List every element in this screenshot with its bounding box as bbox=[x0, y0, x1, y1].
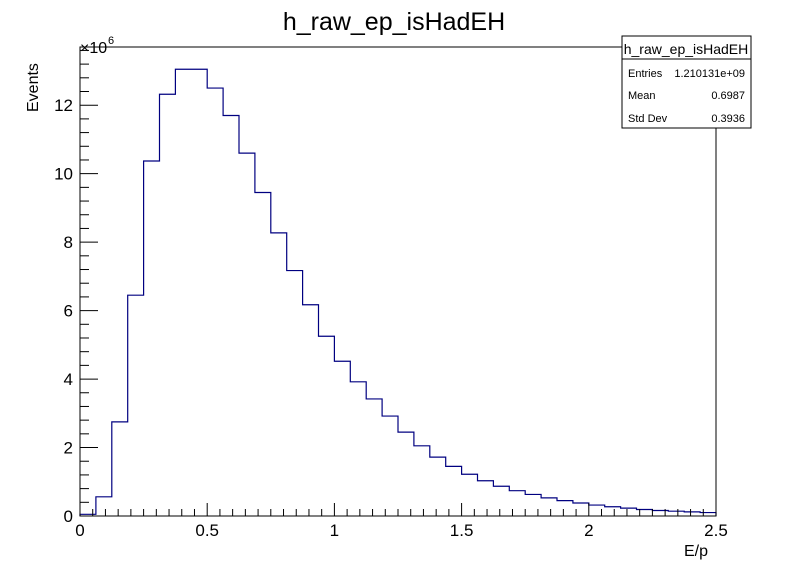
x-tick-label: 1.5 bbox=[450, 521, 474, 540]
x-tick-label: 2.5 bbox=[704, 521, 728, 540]
y-axis-title: Events bbox=[25, 63, 42, 112]
y-tick-label: 8 bbox=[64, 233, 73, 252]
stats-stddev-value: 0.3936 bbox=[711, 113, 745, 125]
y-axis: 0 2 4 6 8 10 12 bbox=[54, 49, 98, 526]
y-tick-label: 2 bbox=[64, 439, 73, 458]
chart-title: h_raw_ep_isHadEH bbox=[283, 8, 505, 36]
stats-title: h_raw_ep_isHadEH bbox=[624, 41, 749, 57]
y-multiplier-exponent: 6 bbox=[108, 35, 114, 47]
y-multiplier: ×10 bbox=[80, 40, 107, 57]
histogram-series bbox=[79, 68, 717, 516]
y-tick-label: 0 bbox=[64, 507, 73, 526]
y-tick-label: 6 bbox=[64, 302, 73, 321]
stats-box-frame bbox=[621, 35, 752, 129]
stats-mean-label: Mean bbox=[628, 90, 656, 102]
x-tick-label: 0 bbox=[75, 521, 84, 540]
y-tick-label: 12 bbox=[54, 96, 73, 115]
x-axis: 0 0.5 1 1.5 2 2.5 bbox=[75, 503, 728, 540]
x-tick-label: 0.5 bbox=[195, 521, 219, 540]
stats-box: h_raw_ep_isHadEH Entries 1.210131e+09 Me… bbox=[621, 35, 752, 129]
stats-entries-value: 1.210131e+09 bbox=[674, 68, 745, 80]
y-tick-label: 4 bbox=[64, 370, 73, 389]
plot-frame bbox=[79, 46, 717, 517]
x-tick-label: 2 bbox=[584, 521, 593, 540]
stats-entries-label: Entries bbox=[628, 68, 663, 80]
y-tick-label: 10 bbox=[54, 165, 73, 184]
x-tick-label: 1 bbox=[330, 521, 339, 540]
x-axis-title: E/p bbox=[684, 543, 708, 560]
stats-mean-value: 0.6987 bbox=[711, 90, 745, 102]
stats-stddev-label: Std Dev bbox=[628, 113, 668, 125]
